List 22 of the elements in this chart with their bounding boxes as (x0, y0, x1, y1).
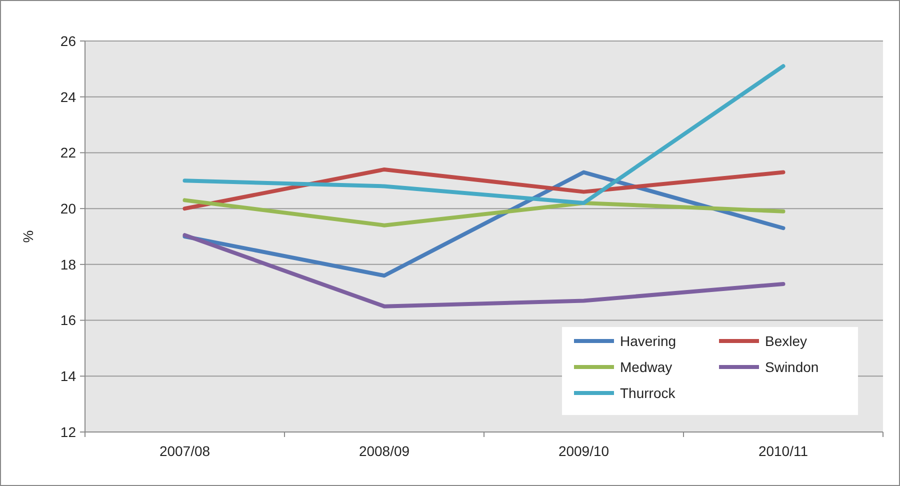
line-series (182, 64, 786, 205)
x-tick-label: 2008/09 (358, 443, 410, 459)
y-tick-label: 22 (60, 144, 76, 161)
y-tick-label: 20 (60, 200, 76, 216)
y-tick-label: 18 (60, 256, 76, 272)
y-axis-title: % (20, 230, 36, 243)
x-tick-label: 2007/08 (159, 443, 210, 459)
x-tick-label: 2010/11 (758, 443, 808, 459)
y-tick-label: 26 (60, 32, 76, 49)
legend-label: Medway (620, 358, 672, 375)
y-tick-label: 16 (60, 312, 76, 328)
line-series (182, 167, 786, 211)
y-tick-label: 24 (60, 88, 76, 105)
y-tick-label: 14 (60, 368, 76, 384)
y-tick-label: 12 (60, 424, 76, 440)
line-series (182, 198, 786, 228)
legend-label: Bexley (765, 332, 808, 349)
legend-label: Swindon (765, 358, 819, 375)
x-tick-label: 2009/10 (558, 443, 610, 459)
legend-label: Havering (620, 332, 676, 349)
legend-label: Thurrock (620, 384, 676, 401)
line-series (182, 233, 786, 308)
